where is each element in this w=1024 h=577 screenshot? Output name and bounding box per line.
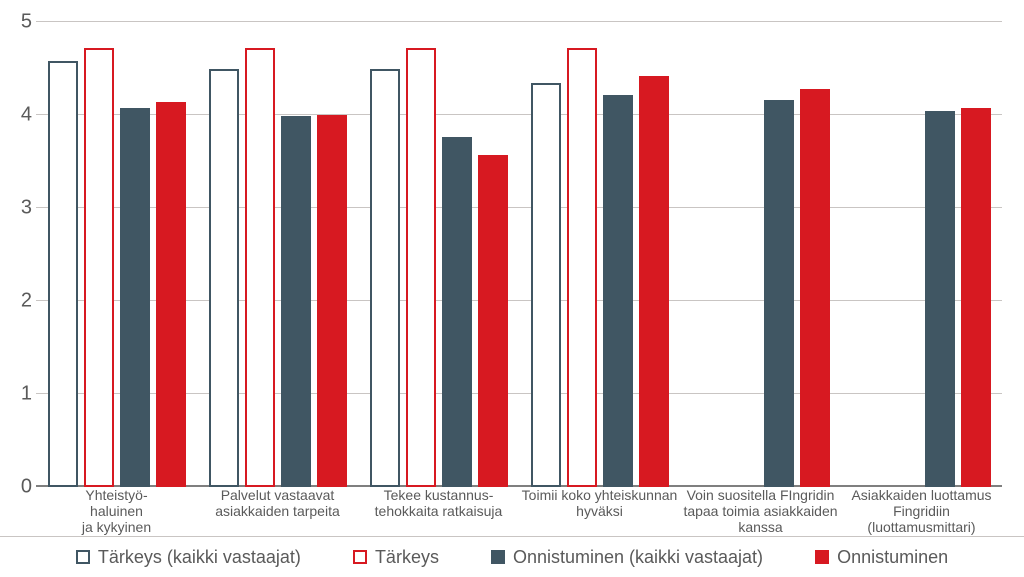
bar-onnistuminen <box>961 108 991 487</box>
bar-onnistuminen <box>317 115 347 487</box>
x-axis-label: Yhteistyö- haluinen ja kykyinen <box>36 487 197 535</box>
bar-group <box>519 22 680 487</box>
bar-tarkeys <box>567 48 597 487</box>
bar-tarkeys_all <box>209 69 239 488</box>
bar-onnistuminen <box>478 155 508 487</box>
bar-tarkeys <box>84 48 114 487</box>
bar-tarkeys_all <box>531 83 561 487</box>
y-tick-label: 2 <box>6 290 32 313</box>
bar-onnistuminen_all <box>120 108 150 487</box>
x-axis-label: Toimii koko yhteiskunnan hyväksi <box>519 487 680 519</box>
x-axis-label: Voin suositella FIngridin tapaa toimia a… <box>680 487 841 535</box>
bar-onnistuminen_all <box>603 95 633 487</box>
y-tick-label: 1 <box>6 383 32 406</box>
y-tick-label: 5 <box>6 11 32 34</box>
bar-onnistuminen <box>639 76 669 487</box>
bar-tarkeys <box>245 48 275 487</box>
bars-layer <box>36 22 1002 487</box>
bar-tarkeys <box>406 48 436 487</box>
legend-item-onnistuminen-all: Onnistuminen (kaikki vastaajat) <box>491 547 763 568</box>
bar-onnistuminen <box>156 102 186 487</box>
bar-group <box>36 22 197 487</box>
legend-label: Tärkeys (kaikki vastaajat) <box>98 547 301 568</box>
legend-item-tarkeys-all: Tärkeys (kaikki vastaajat) <box>76 547 301 568</box>
bar-onnistuminen <box>800 89 830 487</box>
x-axis-label: Palvelut vastaavat asiakkaiden tarpeita <box>197 487 358 519</box>
bar-onnistuminen_all <box>281 116 311 487</box>
legend-swatch <box>491 550 505 564</box>
bar-onnistuminen_all <box>442 137 472 487</box>
bar-onnistuminen_all <box>925 111 955 487</box>
y-tick-label: 4 <box>6 104 32 127</box>
legend: Tärkeys (kaikki vastaajat) Tärkeys Onnis… <box>0 536 1024 571</box>
legend-swatch <box>76 550 90 564</box>
chart-container: 0 1 2 3 4 5 Yhteistyö- haluinen ja kykyinenPa… <box>0 0 1024 577</box>
legend-label: Onnistuminen <box>837 547 948 568</box>
bar-tarkeys_all <box>48 61 78 487</box>
plot-area <box>36 22 1002 487</box>
x-axis-label: Asiakkaiden luottamus Fingridiin (luotta… <box>841 487 1002 535</box>
x-axis-label: Tekee kustannus- tehokkaita ratkaisuja <box>358 487 519 519</box>
legend-label: Onnistuminen (kaikki vastaajat) <box>513 547 763 568</box>
bar-group <box>841 22 1002 487</box>
legend-swatch <box>815 550 829 564</box>
legend-label: Tärkeys <box>375 547 439 568</box>
y-tick-label: 0 <box>6 476 32 499</box>
x-axis-labels: Yhteistyö- haluinen ja kykyinenPalvelut … <box>36 487 1002 533</box>
bar-group <box>680 22 841 487</box>
y-tick-label: 3 <box>6 197 32 220</box>
bar-tarkeys_all <box>370 69 400 488</box>
bar-onnistuminen_all <box>764 100 794 487</box>
bar-group <box>358 22 519 487</box>
legend-swatch <box>353 550 367 564</box>
bar-group <box>197 22 358 487</box>
legend-item-tarkeys: Tärkeys <box>353 547 439 568</box>
legend-item-onnistuminen: Onnistuminen <box>815 547 948 568</box>
